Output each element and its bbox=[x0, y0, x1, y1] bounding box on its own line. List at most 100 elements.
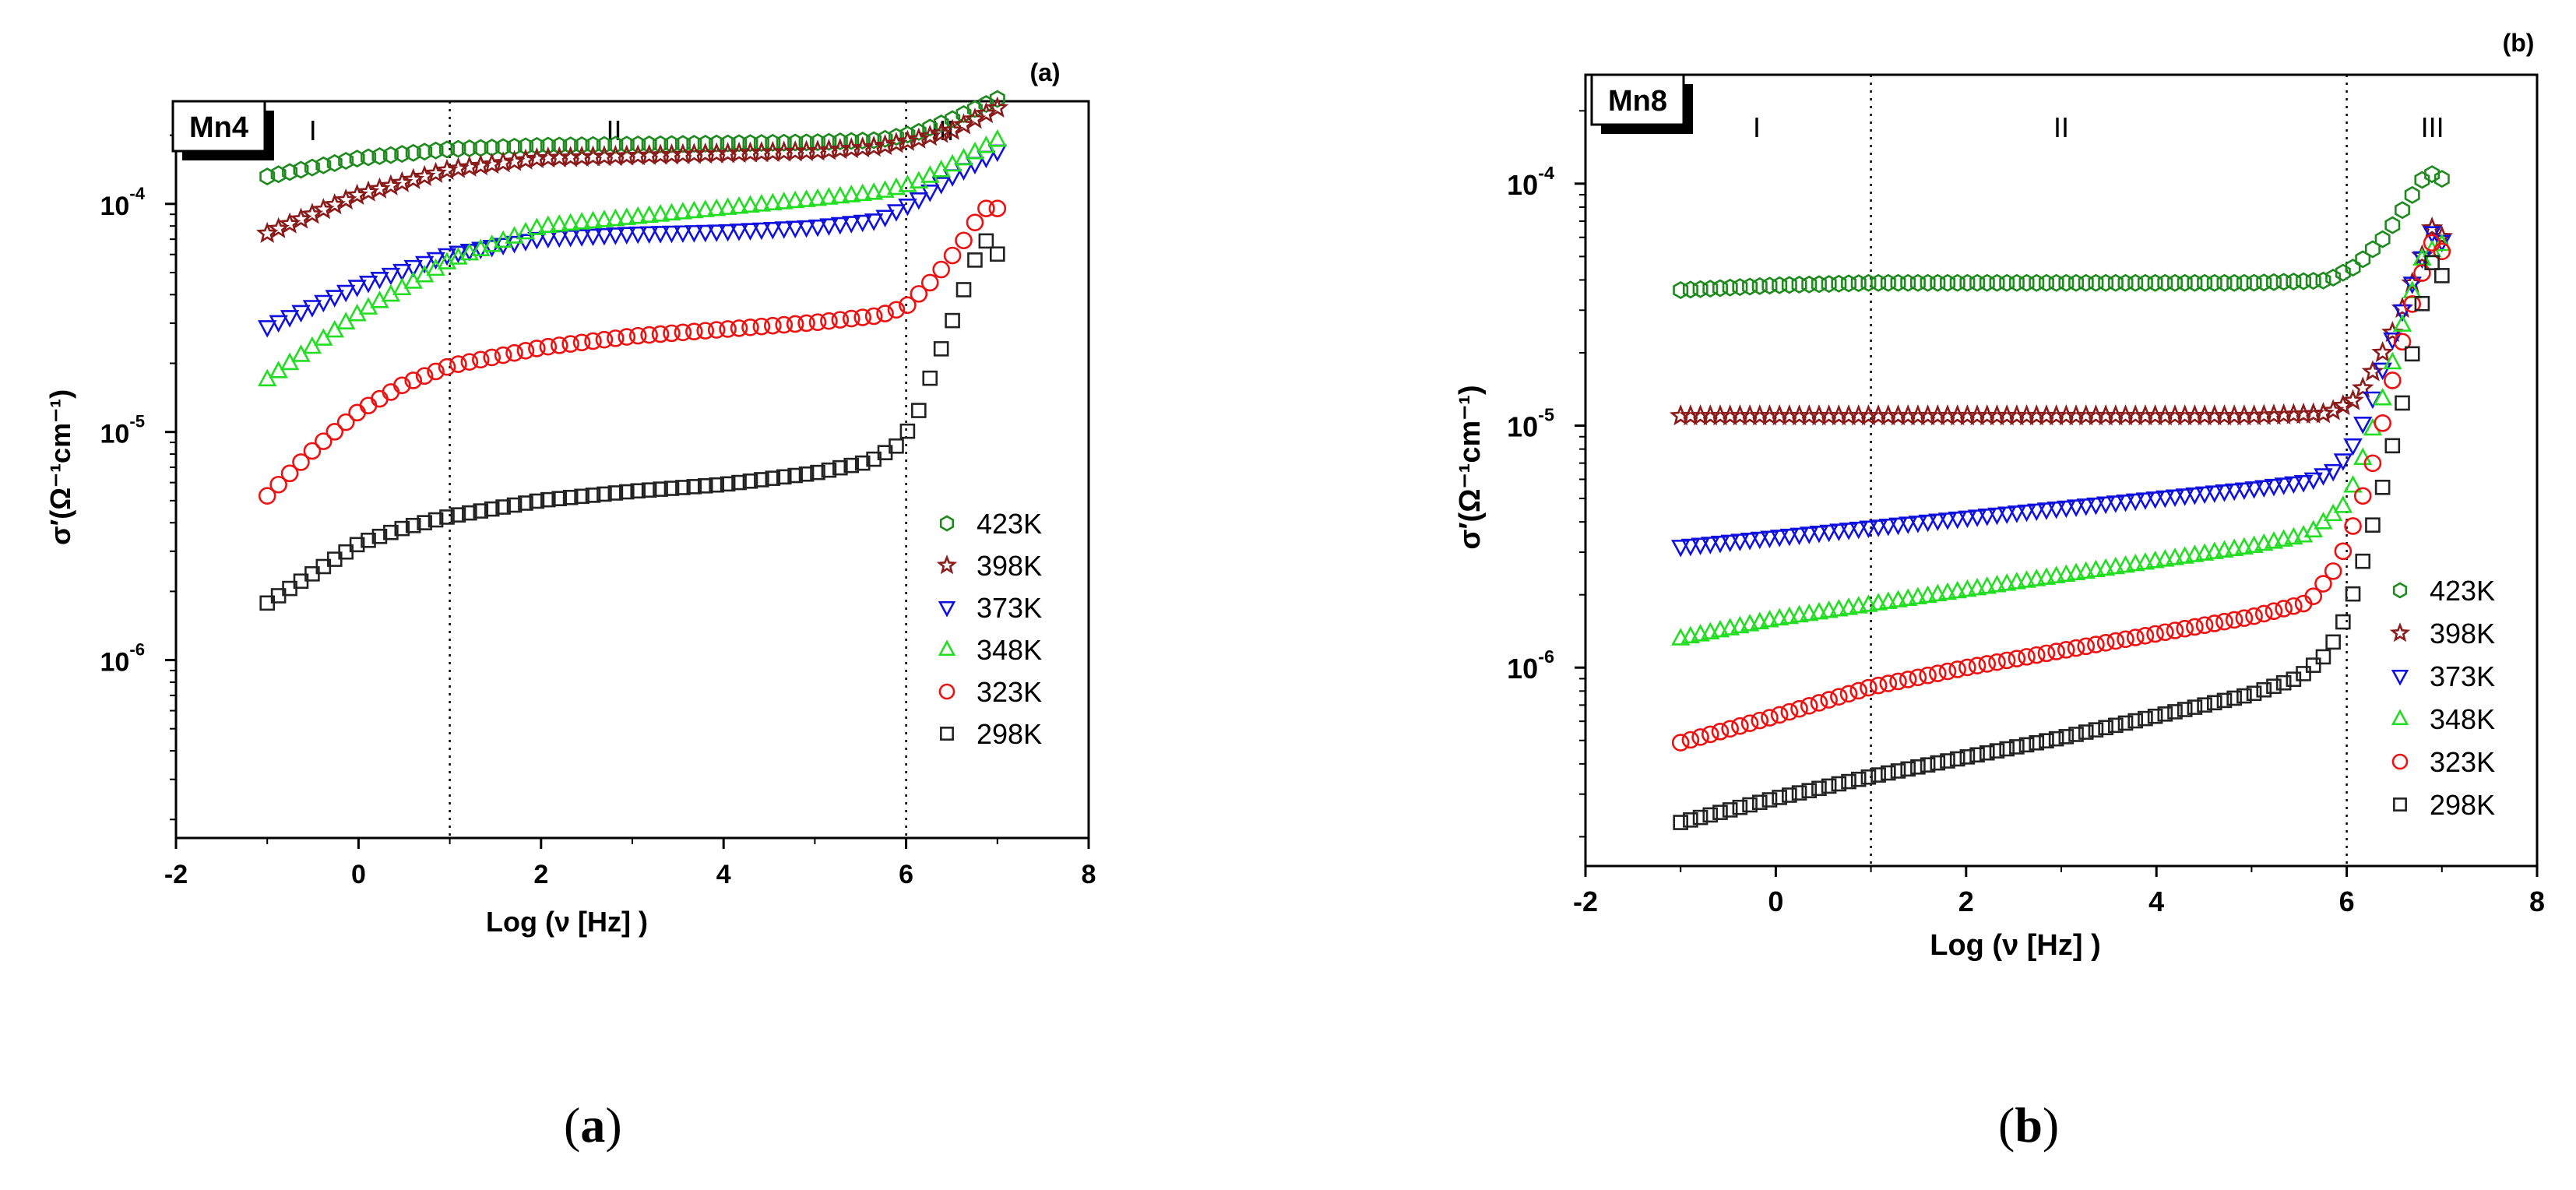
data-point bbox=[763, 192, 783, 211]
legend-label: 398K bbox=[977, 550, 1042, 582]
data-point bbox=[428, 512, 444, 528]
data-point bbox=[2254, 604, 2273, 623]
data-point bbox=[2135, 492, 2155, 510]
caption-b-letter: b bbox=[2015, 1097, 2043, 1153]
data-point bbox=[1790, 699, 1808, 718]
data-point bbox=[1888, 517, 1908, 536]
data-point bbox=[282, 163, 298, 181]
data-point bbox=[2371, 340, 2394, 363]
data-point bbox=[978, 233, 994, 249]
data-point bbox=[1751, 276, 1768, 295]
data-point bbox=[1997, 573, 2017, 591]
data-point bbox=[2264, 478, 2284, 497]
data-point bbox=[2384, 216, 2401, 234]
data-point bbox=[518, 137, 533, 156]
data-point bbox=[491, 151, 515, 173]
data-point bbox=[2205, 541, 2224, 559]
data-point bbox=[2305, 272, 2321, 290]
legend-marker bbox=[2391, 753, 2409, 770]
data-point bbox=[1712, 279, 1728, 298]
data-point bbox=[765, 470, 781, 486]
data-point bbox=[1888, 590, 1908, 607]
data-point bbox=[2433, 242, 2451, 261]
data-point bbox=[2333, 495, 2353, 513]
data-point bbox=[729, 195, 749, 214]
legend-item-323K: 323K bbox=[2391, 746, 2495, 778]
data-point bbox=[473, 503, 489, 519]
data-point bbox=[2187, 273, 2203, 292]
legend-label: 398K bbox=[2430, 618, 2495, 650]
data-point bbox=[2068, 273, 2085, 292]
data-point bbox=[1841, 274, 1856, 293]
panel-label-b: (b) bbox=[2503, 29, 2535, 57]
data-point bbox=[2106, 556, 2126, 575]
data-point bbox=[484, 501, 500, 517]
data-point bbox=[1671, 540, 1691, 558]
data-point bbox=[1987, 507, 2007, 526]
data-point bbox=[2017, 570, 2036, 588]
data-point bbox=[797, 314, 815, 333]
data-point bbox=[853, 308, 872, 326]
data-point bbox=[439, 509, 455, 525]
data-point bbox=[483, 348, 501, 367]
data-point bbox=[2197, 273, 2213, 292]
panel-label-a: (a) bbox=[1029, 58, 1060, 86]
data-point bbox=[922, 370, 938, 386]
legend-item-298K: 298K bbox=[2393, 789, 2495, 821]
data-point bbox=[1821, 778, 1837, 794]
data-point bbox=[933, 341, 949, 357]
data-point bbox=[831, 311, 850, 329]
legend-marker bbox=[939, 515, 955, 532]
x-tick-label: 4 bbox=[716, 860, 731, 889]
data-point bbox=[653, 135, 669, 153]
data-point bbox=[2057, 641, 2075, 659]
data-point bbox=[2029, 734, 2045, 751]
x-tick-label: 6 bbox=[2339, 885, 2355, 917]
data-point bbox=[2335, 614, 2351, 630]
data-point bbox=[1948, 511, 1967, 530]
data-point bbox=[2067, 639, 2085, 657]
data-point bbox=[1969, 273, 1986, 292]
data-point bbox=[1711, 723, 1730, 741]
data-point bbox=[2066, 562, 2086, 581]
data-point bbox=[889, 438, 904, 454]
series-348K bbox=[258, 129, 1007, 387]
data-point bbox=[1849, 681, 1868, 700]
data-point bbox=[2197, 697, 2212, 713]
x-axis-label-a: Log (ν [Hz] ) bbox=[486, 906, 648, 938]
data-point bbox=[1909, 273, 1926, 292]
data-point bbox=[1829, 523, 1849, 541]
data-point bbox=[415, 367, 434, 386]
data-point bbox=[1701, 537, 1720, 555]
data-point bbox=[1989, 273, 2005, 292]
data-point bbox=[1910, 759, 1926, 775]
data-point bbox=[2324, 562, 2342, 580]
data-point bbox=[1948, 580, 1967, 599]
data-point bbox=[1920, 273, 1936, 292]
data-point bbox=[663, 135, 680, 153]
data-point bbox=[2036, 567, 2057, 585]
data-point bbox=[2036, 502, 2057, 520]
data-point bbox=[1859, 520, 1878, 539]
data-point bbox=[1879, 674, 1898, 692]
data-point bbox=[2137, 273, 2153, 292]
data-point bbox=[449, 245, 468, 264]
data-point bbox=[1731, 716, 1749, 735]
data-point bbox=[1839, 523, 1859, 540]
data-point bbox=[754, 472, 769, 488]
data-point bbox=[2226, 690, 2242, 706]
data-point bbox=[1681, 731, 1700, 749]
data-point bbox=[349, 150, 365, 168]
data-point bbox=[2165, 547, 2185, 565]
data-point bbox=[258, 487, 276, 505]
data-point bbox=[291, 305, 311, 323]
data-point bbox=[1781, 276, 1797, 294]
data-point bbox=[347, 280, 367, 298]
data-point bbox=[730, 319, 748, 337]
data-point bbox=[2275, 600, 2293, 618]
data-point bbox=[1791, 276, 1807, 294]
data-point bbox=[561, 230, 580, 248]
legend-label: 298K bbox=[2430, 789, 2495, 821]
data-point bbox=[471, 350, 490, 369]
data-point bbox=[1870, 767, 1886, 783]
